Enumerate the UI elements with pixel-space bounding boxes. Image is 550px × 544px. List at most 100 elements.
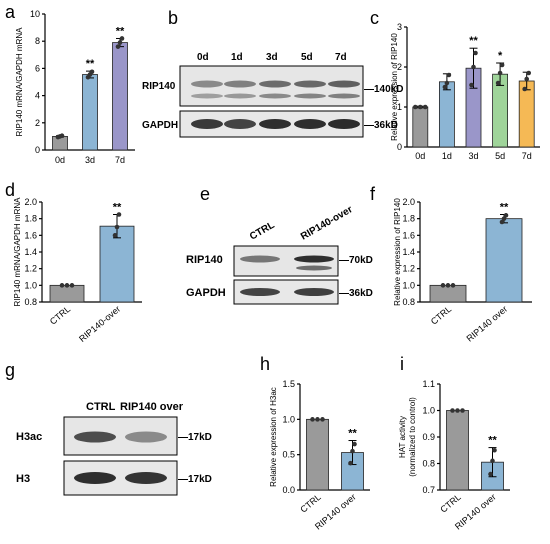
western-blot-g: CTRL RIP140 over H3ac H3 —17kD —17kD: [16, 401, 212, 496]
y-tick-label: 1.2: [24, 264, 37, 274]
y-tick-label: 1.4: [24, 247, 37, 257]
data-point: [59, 133, 65, 139]
data-point: [348, 460, 353, 466]
y-tick-label: 0.7: [422, 485, 435, 495]
data-point: [497, 70, 503, 76]
blot-b-rip140-lower-band: [191, 93, 223, 99]
data-point: [501, 216, 507, 221]
blot-b-kd-gapdh: —36kD: [364, 120, 398, 131]
y-axis-label: Relative expression of RIP140: [393, 198, 402, 306]
blot-e-bands-gapdh: [240, 288, 334, 296]
x-tick-label: CTRL: [429, 304, 453, 327]
panel-letter-b: b: [168, 8, 178, 28]
blot-g-h3ac-band: [74, 431, 116, 443]
data-point: [69, 283, 75, 288]
blot-g-bands-h3ac: [74, 431, 167, 443]
data-point: [112, 233, 118, 238]
data-point: [413, 104, 418, 110]
data-point: [471, 64, 476, 70]
blot-e-gapdh-band: [240, 288, 280, 296]
data-point: [89, 69, 95, 75]
y-tick-label: 0.8: [24, 297, 37, 307]
blot-b-kd-rip140: —140kD: [364, 84, 403, 95]
data-point: [350, 448, 355, 454]
x-tick-label: 5d: [495, 151, 505, 161]
blot-b-rip140-band: [259, 80, 291, 88]
x-tick-label: 1d: [442, 151, 452, 161]
blot-b-gapdh-band: [294, 119, 326, 129]
blot-g-kd-h3: —17kD: [178, 474, 212, 485]
western-blot-e: CTRL RIP140-over RIP140 GAPDH —70kD —36k…: [186, 204, 373, 305]
bar-0d: [412, 106, 429, 148]
y-axis-label: HAT activity: [398, 416, 407, 458]
data-point: [499, 219, 505, 225]
data-point: [499, 62, 505, 68]
data-point: [115, 44, 121, 49]
blot-g-bands-h3: [74, 472, 167, 484]
data-point: [119, 36, 125, 41]
data-point: [418, 104, 423, 110]
data-point: [488, 471, 493, 477]
blot-e-lane-0: CTRL: [248, 220, 277, 243]
data-point: [450, 408, 455, 413]
y-tick-label: 2: [35, 118, 40, 128]
y-tick-label: 1.2: [402, 264, 415, 274]
blot-b-rip140-band: [328, 80, 360, 88]
y-tick-label: 3: [397, 22, 402, 32]
data-point: [114, 224, 120, 230]
blot-e-kd-rip140: —70kD: [339, 255, 373, 266]
x-tick-label: 3d: [468, 151, 478, 161]
blot-b-lane-3: 5d: [301, 52, 313, 63]
data-point: [117, 40, 123, 45]
y-tick-label: 1.6: [402, 230, 415, 240]
y-tick-label: 10: [30, 9, 40, 19]
significance-marker: **: [488, 435, 497, 447]
data-point: [450, 283, 456, 288]
bar-7d: [112, 42, 128, 151]
blot-b-gapdh-band: [224, 119, 256, 129]
blot-b-lane-0: 0d: [197, 52, 209, 63]
y-tick-label: 1.0: [282, 414, 295, 424]
data-point: [440, 283, 446, 288]
bar-RIP140-over: [99, 225, 135, 303]
blot-b-rip140-band: [224, 80, 256, 88]
y-tick-label: 0.8: [402, 297, 415, 307]
blot-b-lane-1: 1d: [231, 52, 243, 63]
panel-letter-d: d: [5, 180, 15, 200]
y-tick-label: 8: [35, 36, 40, 46]
blot-b-gapdh-band: [259, 119, 291, 129]
data-point: [423, 104, 428, 110]
bar-CTRL: [306, 418, 329, 491]
blot-b-rip140-lower-band: [224, 93, 256, 99]
bar-RIP140 over: [485, 218, 523, 303]
x-tick-label: 7d: [522, 151, 532, 161]
blot-b-bands-rip140: [191, 80, 360, 99]
panel-letter-c: c: [370, 8, 379, 28]
y-tick-label: 1.8: [402, 214, 415, 224]
data-point: [495, 80, 501, 86]
y-axis-label: Relative expression of H3ac: [269, 387, 278, 487]
y-tick-label: 0.8: [422, 459, 435, 469]
y-tick-label: 1.0: [402, 280, 415, 290]
blot-b-row-label-rip140: RIP140: [142, 81, 176, 92]
bar-CTRL: [446, 410, 469, 491]
data-point: [310, 417, 315, 422]
western-blot-b: 0d 1d 3d 5d 7d RIP140 GAPDH —140kD —36kD: [142, 52, 403, 138]
y-tick-label: 0: [35, 145, 40, 155]
panel-letter-h: h: [260, 354, 270, 374]
data-point: [116, 212, 122, 217]
data-point: [526, 70, 531, 76]
data-point: [64, 283, 70, 288]
y-tick-label: 0.9: [422, 432, 435, 442]
blot-b-gapdh-band: [328, 119, 360, 129]
bar-CTRL: [49, 284, 85, 303]
x-tick-label: 0d: [415, 151, 425, 161]
blot-e-kd-gapdh: —36kD: [339, 288, 373, 299]
significance-marker: **: [86, 58, 95, 70]
blot-e-lane-1: RIP140-over: [299, 204, 355, 242]
data-point: [522, 86, 527, 92]
bar-chart-a: 0 2 4 6 8 10 RIP140 mRNA/GAPDH mRNA 0d ** 3d ** 7d: [15, 9, 135, 165]
